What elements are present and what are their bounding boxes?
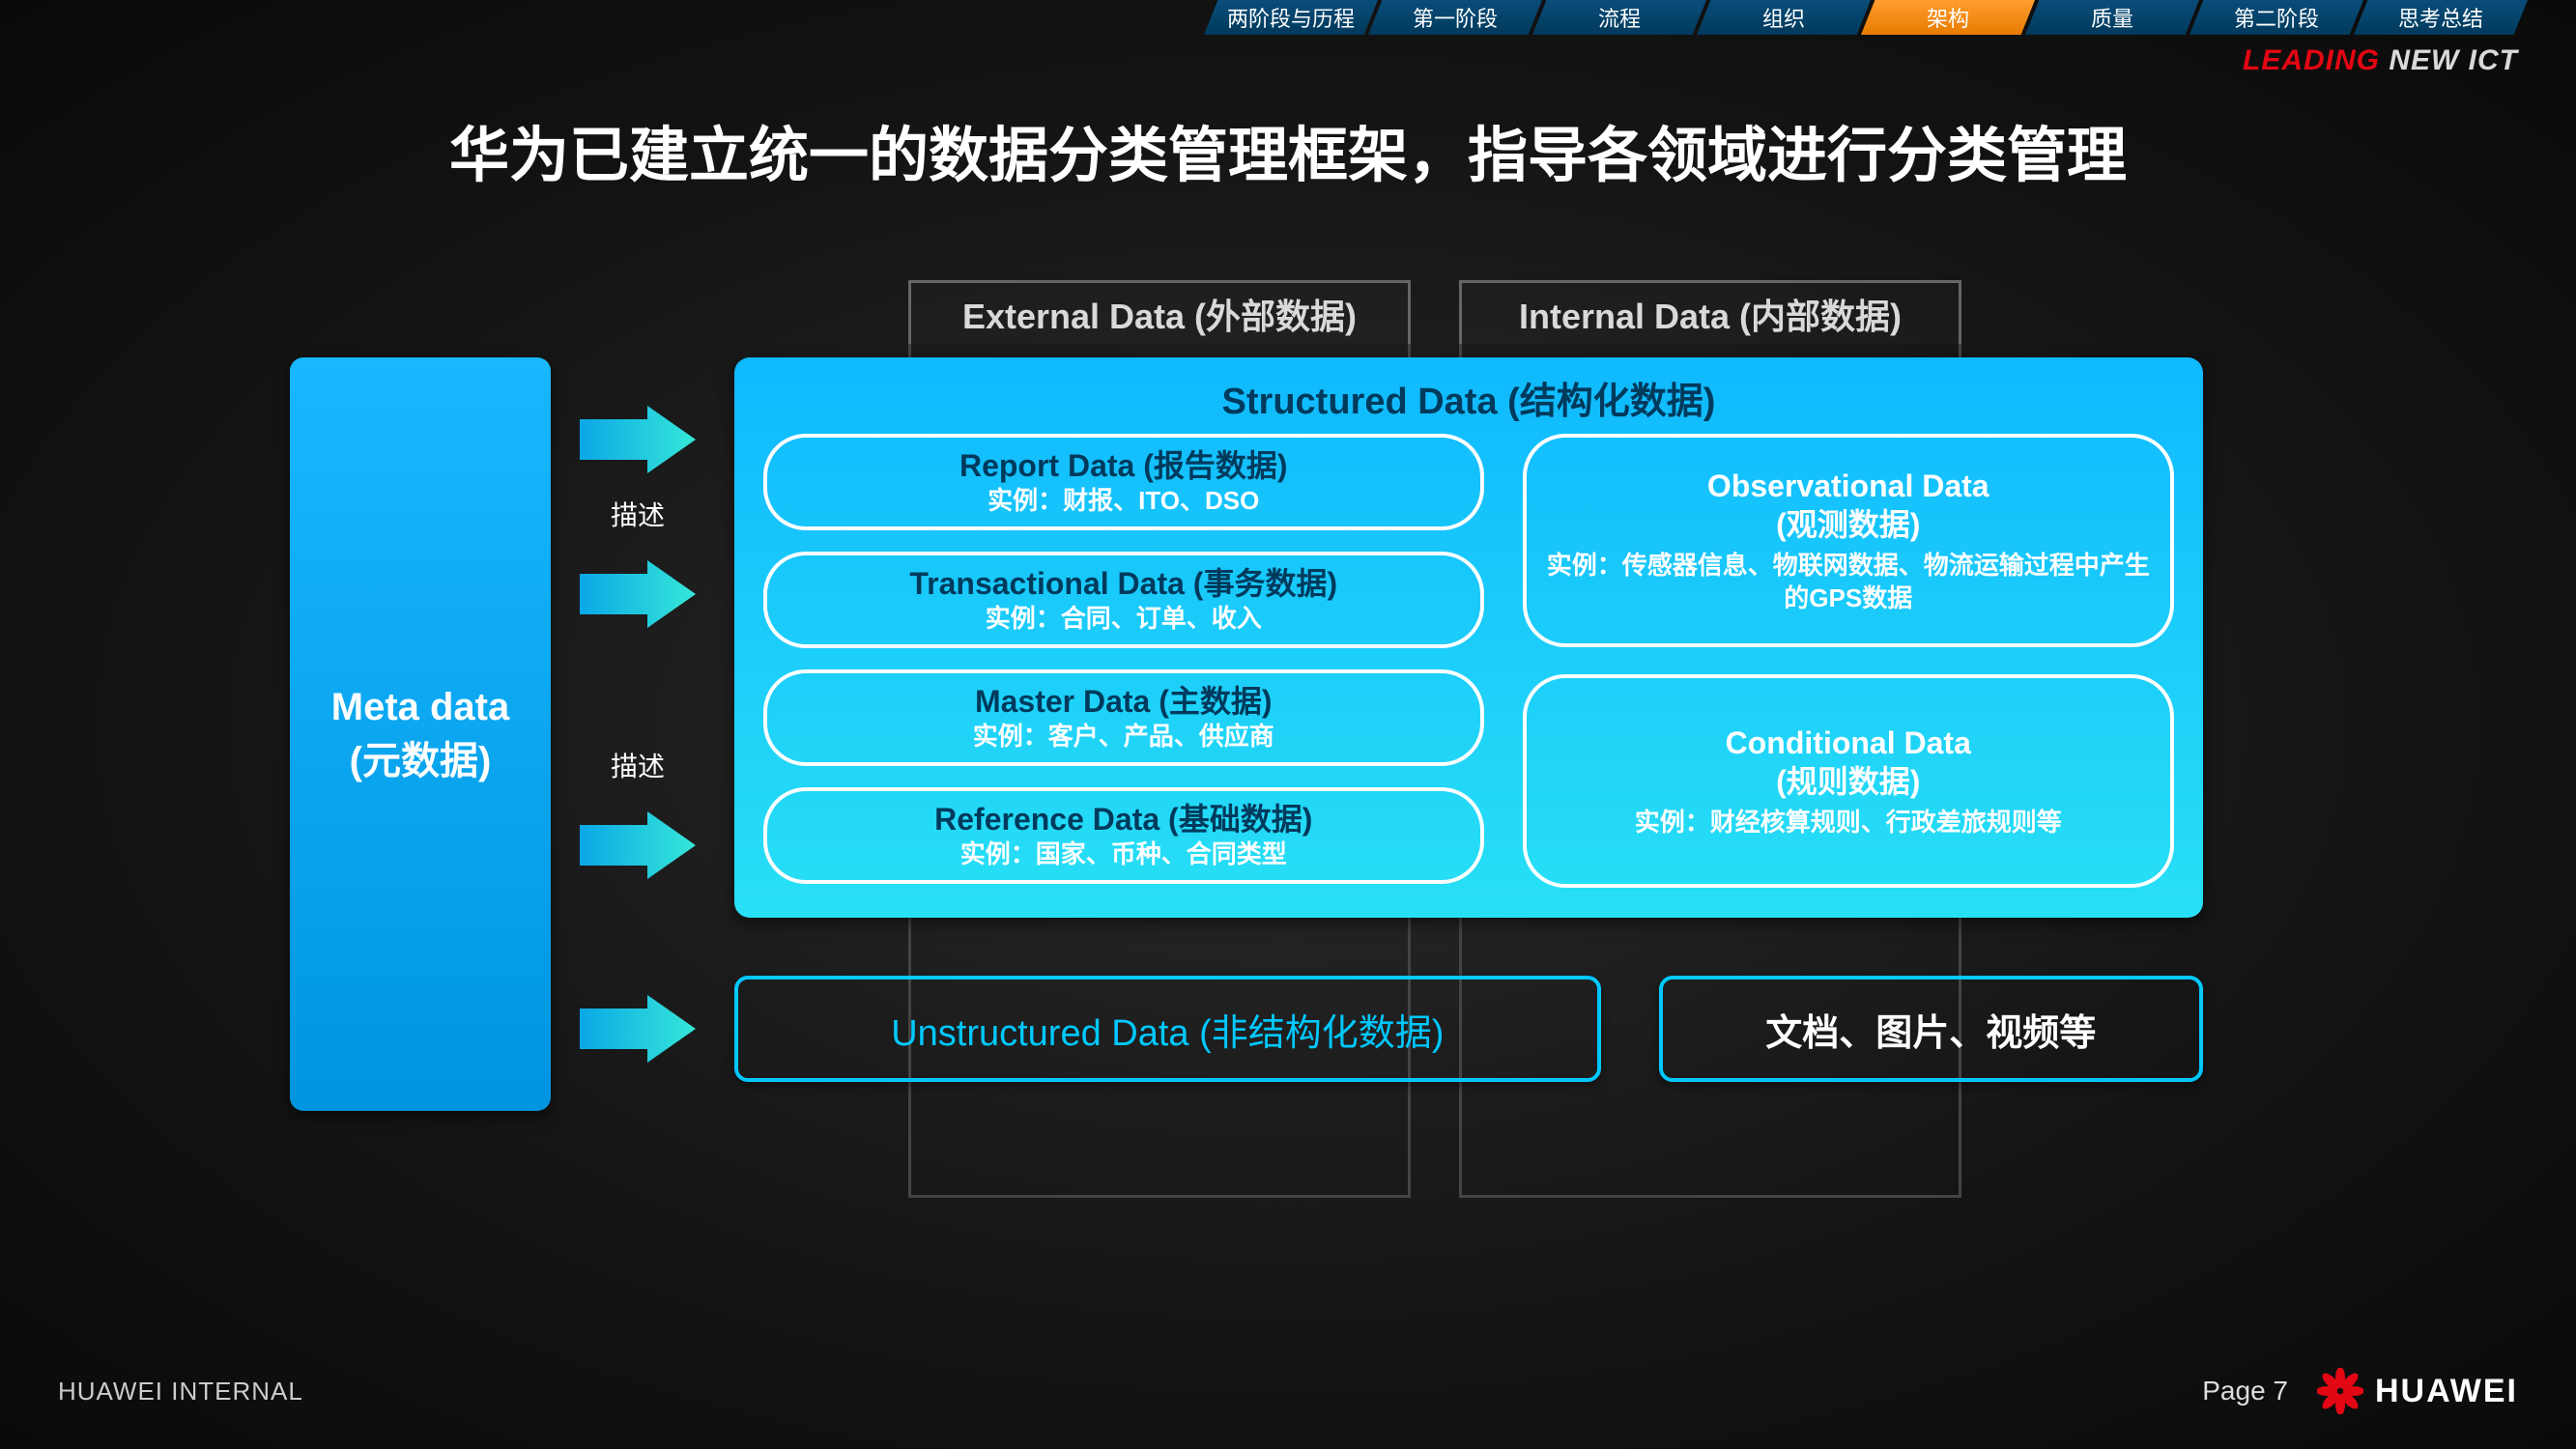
pill-title: Reference Data (基础数据) [934,800,1312,838]
arrow-4 [580,995,696,1063]
nav-tab-3[interactable]: 组织 [1697,0,1871,35]
slide-title: 华为已建立统一的数据分类管理框架，指导各领域进行分类管理 [0,106,2576,193]
nav-tab-5[interactable]: 质量 [2025,0,2199,35]
pill-left-1: Transactional Data (事务数据)实例：合同、订单、收入 [763,552,1484,648]
tagline-lead: LEADING [2243,44,2380,76]
pill-sub: 实例：国家、币种、合同类型 [960,838,1287,871]
pill-title2: (规则数据) [1776,762,1920,801]
meta-data-box: Meta data (元数据) [290,357,551,1111]
unstructured-main: Unstructured Data (非结构化数据) [734,976,1601,1082]
arrow-label-1: 描述 [589,495,686,533]
structured-left-col: Report Data (报告数据)实例：财报、ITO、DSO Transacti… [763,434,1484,888]
pill-left-3: Reference Data (基础数据)实例：国家、币种、合同类型 [763,787,1484,884]
nav-tab-6[interactable]: 第二阶段 [2190,0,2363,35]
footer: HUAWEI INTERNAL Page 7 HUAWEI [58,1362,2518,1420]
top-nav: 两阶段与历程第一阶段流程组织架构质量第二阶段思考总结 [0,0,2576,39]
structured-title: Structured Data (结构化数据) [763,371,2174,424]
meta-line2: (元数据) [331,734,510,788]
col-header-external: External Data (外部数据) [908,280,1411,344]
pill-title: Observational Data [1707,467,1989,505]
pill-sub: 实例：客户、产品、供应商 [973,721,1274,753]
meta-line1: Meta data [331,680,510,734]
pill-right-0: Observational Data(观测数据) 实例：传感器信息、物联网数据、物… [1523,434,2175,647]
brand-text: HUAWEI [2375,1373,2518,1410]
footer-classification: HUAWEI INTERNAL [58,1377,303,1406]
pill-title: Master Data (主数据) [975,682,1273,721]
nav-tab-1[interactable]: 第一阶段 [1368,0,1542,35]
arrow-2 [580,560,696,628]
nav-tab-0[interactable]: 两阶段与历程 [1204,0,1378,35]
structured-right-col: Observational Data(观测数据) 实例：传感器信息、物联网数据、物… [1523,434,2175,888]
col-header-internal: Internal Data (内部数据) [1459,280,1961,344]
brand-logo: HUAWEI [2317,1368,2518,1414]
diagram: External Data (外部数据) Internal Data (内部数据… [290,280,2271,1198]
pill-sub: 实例：财报、ITO、DSO [987,485,1259,518]
structured-data-box: Structured Data (结构化数据) Report Data (报告数… [734,357,2203,918]
pill-sub: 实例：合同、订单、收入 [986,603,1262,636]
unstructured-side: 文档、图片、视频等 [1659,976,2203,1082]
arrow-3 [580,811,696,879]
pill-left-0: Report Data (报告数据)实例：财报、ITO、DSO [763,434,1484,530]
pill-title: Transactional Data (事务数据) [909,564,1337,603]
nav-tab-2[interactable]: 流程 [1532,0,1706,35]
nav-tab-4[interactable]: 架构 [1861,0,2035,35]
pill-left-2: Master Data (主数据)实例：客户、产品、供应商 [763,669,1484,766]
pill-title2: (观测数据) [1776,505,1920,544]
huawei-petal-icon [2317,1368,2363,1414]
pill-title: Conditional Data [1726,724,1971,762]
tagline: LEADING NEW ICT [2243,44,2518,77]
pill-sub: 实例：传感器信息、物联网数据、物流运输过程中产生的GPS数据 [1540,550,2158,615]
page-number: Page 7 [2202,1376,2288,1406]
unstructured-row: Unstructured Data (非结构化数据) 文档、图片、视频等 [734,976,2203,1082]
arrow-1 [580,406,696,473]
tagline-rest: NEW ICT [2380,44,2518,76]
pill-sub: 实例：财经核算规则、行政差旅规则等 [1635,807,2062,839]
pill-title: Report Data (报告数据) [959,446,1288,485]
arrow-label-2: 描述 [589,746,686,784]
nav-tab-7[interactable]: 思考总结 [2354,0,2528,35]
pill-right-1: Conditional Data(规则数据) 实例：财经核算规则、行政差旅规则等 [1523,674,2175,888]
